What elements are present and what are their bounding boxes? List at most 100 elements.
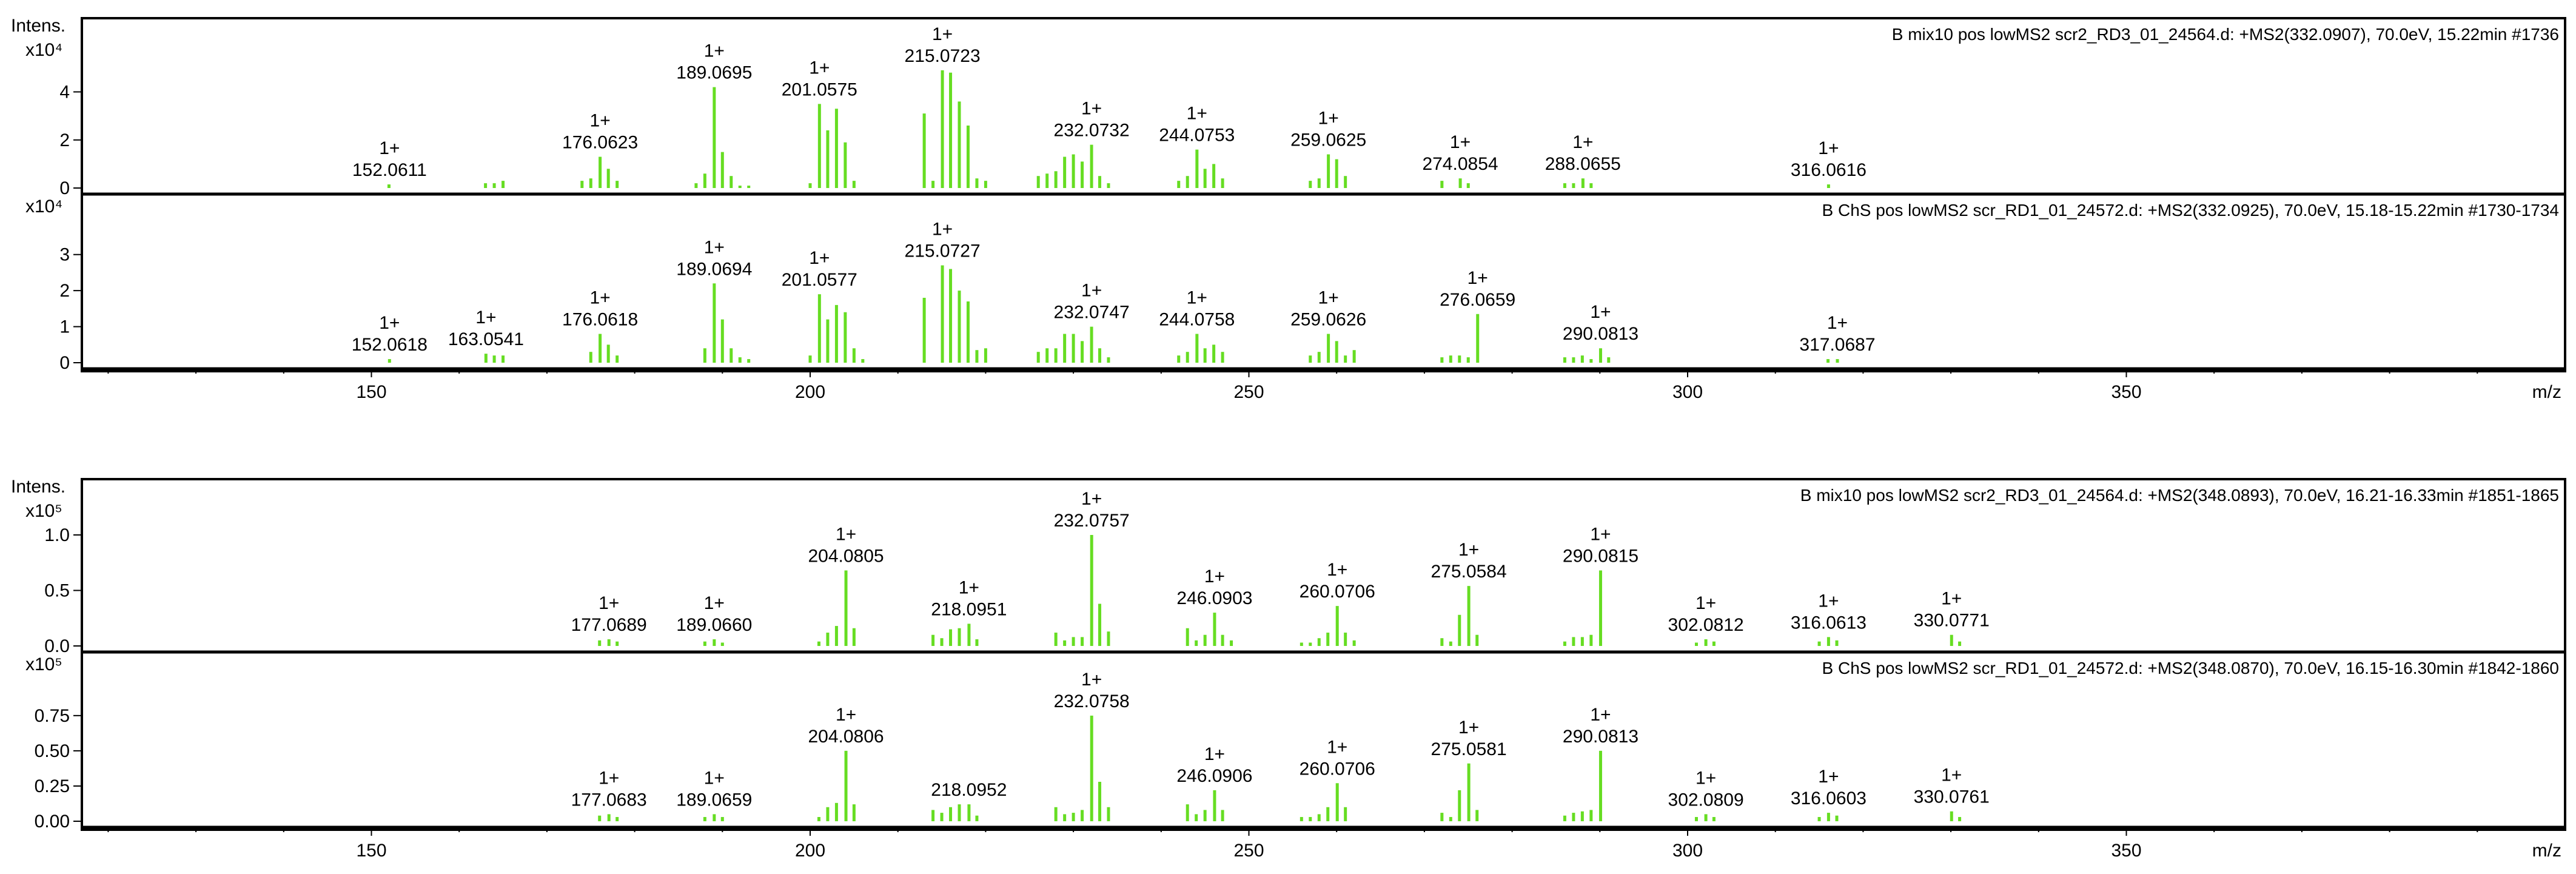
peak-mz-label: 232.0732 (1054, 121, 1130, 141)
peak-mz-label: 288.0655 (1545, 154, 1621, 174)
peak-charge-label: 1+ (1187, 104, 1207, 124)
x-tick-label: 200 (795, 382, 825, 402)
y-tick-label: 0.5 (44, 580, 70, 600)
peak-charge-label: 1+ (1318, 287, 1339, 308)
y-tick-label: 2 (59, 130, 70, 150)
x-tick-label: 150 (356, 841, 386, 861)
peak-charge-label: 1+ (1450, 132, 1471, 152)
peak-charge-label: 1+ (590, 110, 611, 130)
y-tick-label: 1.0 (44, 525, 70, 545)
y-tick-label: 0.75 (35, 706, 70, 726)
peak-mz-label: 246.0903 (1176, 588, 1252, 608)
peak-charge-label: 1+ (1327, 560, 1347, 580)
peak-charge-label: 1+ (1941, 765, 1962, 785)
y-tick-label: 1 (59, 317, 70, 337)
peak-charge-label: 1+ (1081, 281, 1102, 301)
panel-title: B mix10 pos lowMS2 scr2_RD3_01_24564.d: … (1892, 25, 2559, 44)
y-exponent: x10⁴ (25, 197, 62, 217)
peak-charge-label: 1+ (959, 577, 979, 597)
x-tick-label: 350 (2111, 841, 2141, 861)
peak-charge-label: 1+ (704, 593, 725, 613)
peak-mz-label: 260.0706 (1300, 582, 1375, 602)
peak-charge-label: 1+ (1696, 768, 1716, 788)
peak-mz-label: 189.0660 (676, 615, 752, 635)
peak-mz-label: 330.0771 (1914, 611, 1990, 631)
peak-mz-label: 177.0689 (571, 615, 647, 635)
peak-charge-label: 1+ (932, 24, 953, 44)
peak-charge-label: 1+ (1818, 138, 1839, 158)
peak-mz-label: 246.0906 (1176, 766, 1252, 786)
x-tick-label: 250 (1233, 841, 1264, 861)
peak-mz-label: 302.0809 (1668, 790, 1744, 810)
x-tick-label: 300 (1672, 841, 1703, 861)
peak-charge-label: 1+ (1941, 589, 1962, 609)
peak-charge-label: 1+ (704, 768, 725, 788)
x-axis-label: m/z (2532, 382, 2561, 402)
peak-charge-label: 1+ (1590, 302, 1611, 322)
peak-charge-label: 1+ (590, 287, 611, 308)
y-tick-label: 0 (59, 178, 70, 198)
panel-title: B ChS pos lowMS2 scr_RD1_01_24572.d: +MS… (1822, 201, 2559, 220)
peak-charge-label: 1+ (1458, 540, 1479, 560)
y-tick-label: 3 (59, 245, 70, 265)
y-tick-label: 0.0 (44, 636, 70, 656)
x-tick-label: 350 (2111, 382, 2141, 402)
peak-mz-label: 259.0625 (1290, 130, 1366, 150)
peak-mz-label: 204.0805 (808, 546, 884, 566)
peak-charge-label: 1+ (1327, 737, 1347, 757)
peak-charge-label: 1+ (475, 308, 496, 328)
peak-charge-label: 1+ (1818, 591, 1839, 611)
x-tick-label: 300 (1672, 382, 1703, 402)
peak-charge-label: 1+ (1081, 489, 1102, 509)
y-tick-label: 4 (59, 82, 70, 103)
x-axis-label: m/z (2532, 841, 2561, 861)
y-tick-label: 2 (59, 281, 70, 301)
peak-charge-label: 1+ (1572, 132, 1593, 152)
peak-mz-label: 290.0813 (1563, 727, 1639, 747)
peak-charge-label: 1+ (379, 313, 400, 333)
peak-mz-label: 275.0581 (1431, 739, 1507, 759)
peak-charge-label: 1+ (1318, 109, 1339, 129)
x-tick-label: 150 (356, 382, 386, 402)
peak-charge-label: 1+ (1467, 268, 1488, 288)
peak-mz-label: 259.0626 (1290, 309, 1366, 329)
peak-mz-label: 232.0757 (1054, 511, 1130, 531)
peak-charge-label: 1+ (704, 237, 725, 257)
peak-charge-label: 1+ (1590, 525, 1611, 545)
peak-mz-label: 215.0727 (905, 241, 981, 261)
peak-mz-label: 330.0761 (1914, 787, 1990, 807)
peak-mz-label: 204.0806 (808, 727, 884, 747)
peak-mz-label: 189.0694 (676, 259, 752, 279)
plot-frame (81, 478, 2566, 831)
peak-mz-label: 316.0613 (1791, 613, 1867, 633)
peak-mz-label: 316.0603 (1791, 788, 1867, 808)
peak-charge-label: 1+ (1204, 566, 1225, 587)
peak-mz-label: 276.0659 (1440, 290, 1515, 310)
peak-mz-label: 218.0951 (931, 599, 1007, 619)
peak-mz-label: 232.0747 (1054, 303, 1130, 323)
peak-charge-label: 1+ (1081, 99, 1102, 119)
peak-charge-label: 1+ (932, 220, 953, 240)
peak-mz-label: 176.0623 (562, 132, 638, 152)
peak-charge-label: 1+ (1204, 744, 1225, 764)
peak-mz-label: 163.0541 (448, 329, 524, 349)
y-axis-label: Intens. (11, 477, 65, 497)
peak-mz-label: 290.0813 (1563, 324, 1639, 344)
peak-mz-label: 302.0812 (1668, 615, 1744, 635)
peak-mz-label: 316.0616 (1791, 160, 1867, 180)
peak-mz-label: 189.0695 (676, 63, 752, 83)
y-exponent: x10⁵ (25, 501, 62, 521)
peak-mz-label: 274.0854 (1422, 154, 1498, 174)
peak-mz-label: 260.0706 (1300, 759, 1375, 779)
peak-mz-label: 152.0618 (352, 335, 428, 355)
peak-charge-label: 1+ (599, 593, 619, 613)
peak-mz-label: 177.0683 (571, 790, 647, 810)
peak-charge-label: 1+ (1827, 313, 1848, 333)
y-tick-label: 0.50 (35, 741, 70, 761)
peak-mz-label: 317.0687 (1799, 335, 1875, 355)
peak-charge-label: 1+ (1081, 670, 1102, 690)
peak-mz-label: 275.0584 (1431, 562, 1507, 582)
peak-mz-label: 232.0758 (1054, 691, 1130, 711)
peak-mz-label: 201.0575 (782, 79, 857, 99)
